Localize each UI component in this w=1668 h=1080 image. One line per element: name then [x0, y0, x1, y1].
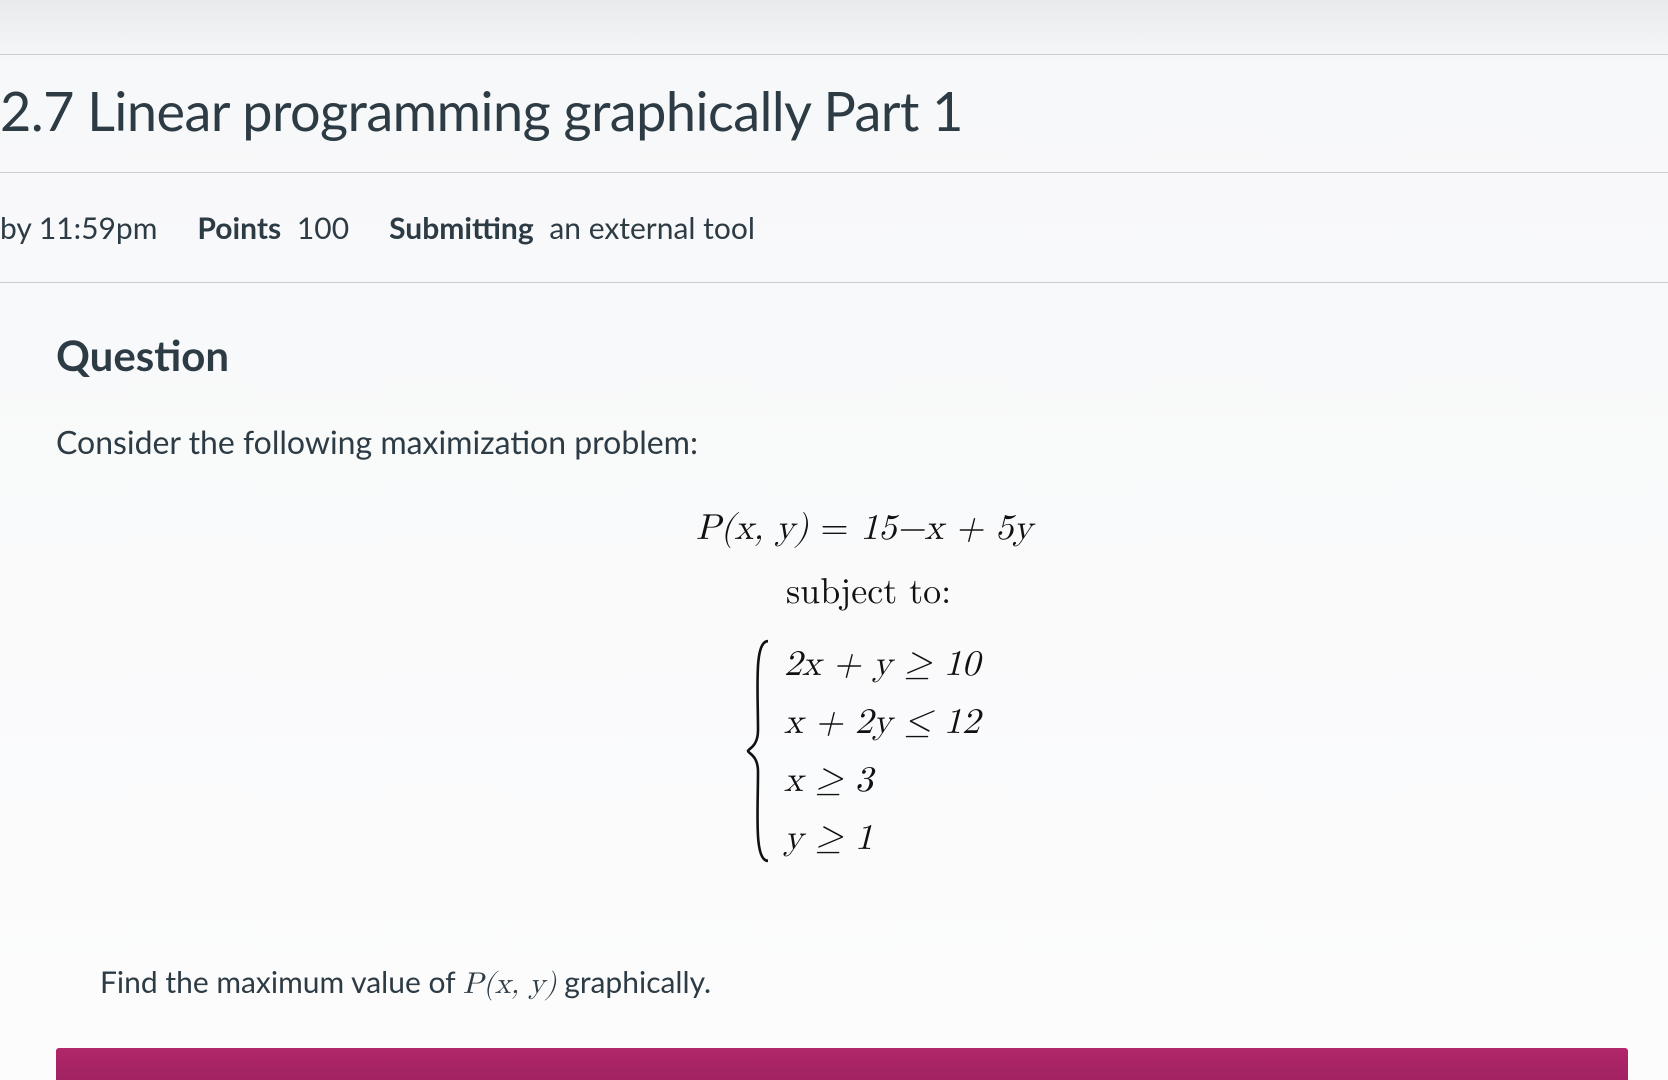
divider-under-title: [0, 172, 1668, 173]
find-prefix: Find the maximum value of: [100, 964, 463, 1000]
assignment-meta-row: by 11:59pm Points 100 Submitting an exte…: [0, 210, 755, 246]
bottom-accent-bar: [56, 1048, 1628, 1080]
question-block: Question Consider the following maximiza…: [56, 330, 1628, 865]
constraint-1: 2x + y ≥ 10: [784, 637, 980, 691]
objective-lhs: P(x, y): [696, 510, 809, 546]
subject-to-label: subject to:: [786, 565, 1628, 619]
divider-under-meta: [0, 282, 1668, 283]
objective-eq: =: [820, 510, 848, 546]
constraints-list: 2x + y ≥ 10 x + 2y ≤ 12 x ≥ 3 y ≥ 1: [784, 637, 980, 865]
find-suffix: graphically.: [557, 964, 712, 1000]
submitting-label: Submitting: [389, 210, 534, 246]
math-area: P(x, y) = 15−x + 5y subject to: 2x + y ≥…: [696, 501, 1628, 865]
constraint-system: 2x + y ≥ 10 x + 2y ≤ 12 x ≥ 3 y ≥ 1: [744, 637, 1628, 865]
due-fragment: by 11:59pm: [0, 210, 157, 246]
find-instruction: Find the maximum value of P(x, y) graphi…: [100, 964, 711, 1002]
points-label: Points: [197, 210, 281, 246]
constraint-3: x ≥ 3: [784, 753, 980, 807]
left-brace-icon: [744, 637, 774, 865]
objective-function: P(x, y) = 15−x + 5y: [696, 501, 1628, 555]
find-func: P(x, y): [463, 969, 557, 999]
question-heading: Question: [56, 330, 1628, 380]
question-prompt: Consider the following maximization prob…: [56, 422, 1628, 461]
submitting-value: an external tool: [549, 210, 755, 246]
points-group: Points 100: [197, 210, 349, 246]
divider-top: [0, 54, 1668, 55]
objective-rhs: 15−x + 5y: [860, 510, 1032, 546]
constraint-4: y ≥ 1: [784, 811, 980, 865]
assignment-title: 2.7 Linear programming graphically Part …: [0, 78, 963, 143]
submitting-group: Submitting an external tool: [389, 210, 755, 246]
points-value: 100: [297, 210, 349, 246]
constraint-2: x + 2y ≤ 12: [784, 695, 980, 749]
